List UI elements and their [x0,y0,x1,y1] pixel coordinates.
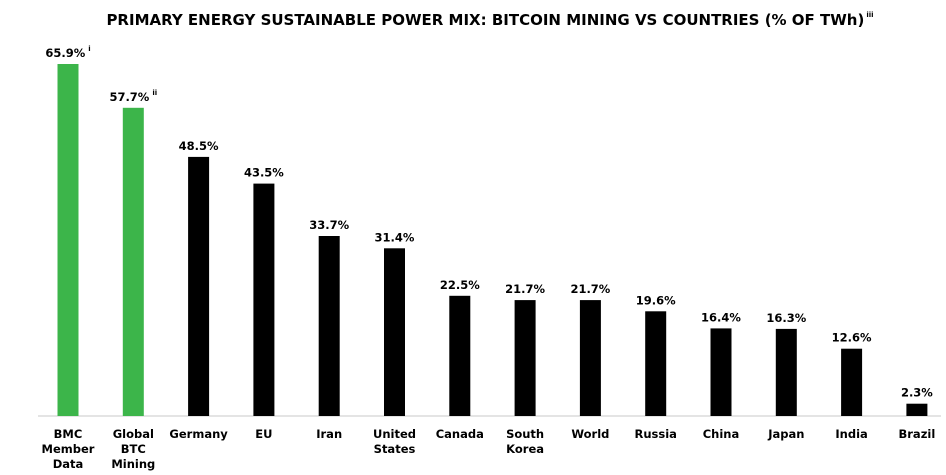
value-label-3: 43.5% [244,166,284,180]
chart-title-text: PRIMARY ENERGY SUSTAINABLE POWER MIX: BI… [106,11,864,29]
value-footnote-0: i [88,45,90,53]
value-label-7: 21.7% [505,282,545,296]
bar-7 [514,300,536,416]
category-label-3: EU [255,427,272,441]
value-label-9: 19.6% [636,293,676,307]
value-labels-group: 65.9% i 57.7% ii 48.5% 43.5% 33.7% 31.4% 22.5% 21… [45,45,933,400]
category-label-line-2-0: Germany [169,427,228,441]
bar-8 [579,300,601,416]
value-label-text-7: 21.7% [505,282,545,296]
category-label-line-6-0: Canada [436,427,484,441]
category-label-line-12-0: India [835,427,867,441]
value-label-13: 2.3% [901,386,933,400]
category-label-7: South Korea [506,427,544,456]
category-label-5: United States [373,427,416,456]
category-label-9: Russia [634,427,676,441]
value-label-6: 22.5% [440,278,480,292]
value-label-8: 21.7% [570,282,610,296]
value-label-text-9: 19.6% [636,293,676,307]
bars-group [57,64,928,417]
value-label-text-4: 33.7% [309,218,349,232]
bar-13 [906,403,928,416]
bar-9 [645,311,667,416]
category-label-line-10-0: China [703,427,740,441]
value-label-1: 57.7% ii [109,89,157,104]
value-label-text-3: 43.5% [244,166,284,180]
category-labels-group: BMC Member Data Global BTC Mining Germany EU Ira… [42,427,936,471]
category-label-line-8-0: World [571,427,609,441]
bar-10 [710,328,732,416]
value-label-4: 33.7% [309,218,349,232]
value-label-0: 65.9% i [45,45,90,60]
category-label-0: BMC Member Data [42,427,95,471]
value-label-text-8: 21.7% [570,282,610,296]
value-label-10: 16.4% [701,310,741,324]
category-label-line-1-1: BTC [121,442,146,456]
category-label-line-5-1: States [374,442,416,456]
value-label-12: 12.6% [832,331,872,345]
category-label-4: Iran [316,427,342,441]
category-label-line-1-2: Mining [111,457,155,471]
bar-0 [57,64,79,416]
category-label-line-13-0: Brazil [899,427,936,441]
bar-3 [253,183,275,416]
category-label-line-0-2: Data [53,457,84,471]
bar-5 [384,248,405,416]
category-label-line-0-0: BMC [54,427,83,441]
category-label-line-11-0: Japan [767,427,804,441]
category-label-12: India [835,427,867,441]
category-label-11: Japan [767,427,804,441]
category-label-10: China [703,427,740,441]
bar-12 [841,348,863,416]
category-label-line-5-0: United [373,427,416,441]
bar-1 [122,107,144,417]
category-label-line-7-0: South [506,427,544,441]
category-label-line-4-0: Iran [316,427,342,441]
category-label-line-9-0: Russia [634,427,676,441]
category-label-line-1-0: Global [113,427,154,441]
value-label-text-13: 2.3% [901,386,933,400]
value-label-text-1: 57.7% [109,90,149,104]
value-label-2: 48.5% [179,139,219,153]
value-label-text-11: 16.3% [766,311,806,325]
category-label-line-7-1: Korea [506,442,544,456]
value-footnote-1: ii [152,89,157,97]
bar-4 [318,236,340,416]
bar-6 [449,295,471,416]
category-label-line-0-1: Member [42,442,95,456]
value-label-11: 16.3% [766,311,806,325]
category-label-1: Global BTC Mining [111,427,155,471]
chart-title: PRIMARY ENERGY SUSTAINABLE POWER MIX: BI… [106,11,873,29]
category-label-line-3-0: EU [255,427,272,441]
bar-2 [188,156,210,416]
category-label-2: Germany [169,427,228,441]
chart-title-footnote: iii [866,11,873,19]
value-label-5: 31.4% [375,230,415,244]
bar-11 [775,328,797,416]
value-label-text-2: 48.5% [179,139,219,153]
category-label-8: World [571,427,609,441]
value-label-text-10: 16.4% [701,310,741,324]
value-label-text-6: 22.5% [440,278,480,292]
value-label-text-5: 31.4% [375,230,415,244]
category-label-6: Canada [436,427,484,441]
value-label-text-12: 12.6% [832,331,872,345]
category-label-13: Brazil [899,427,936,441]
value-label-text-0: 65.9% [45,46,85,60]
